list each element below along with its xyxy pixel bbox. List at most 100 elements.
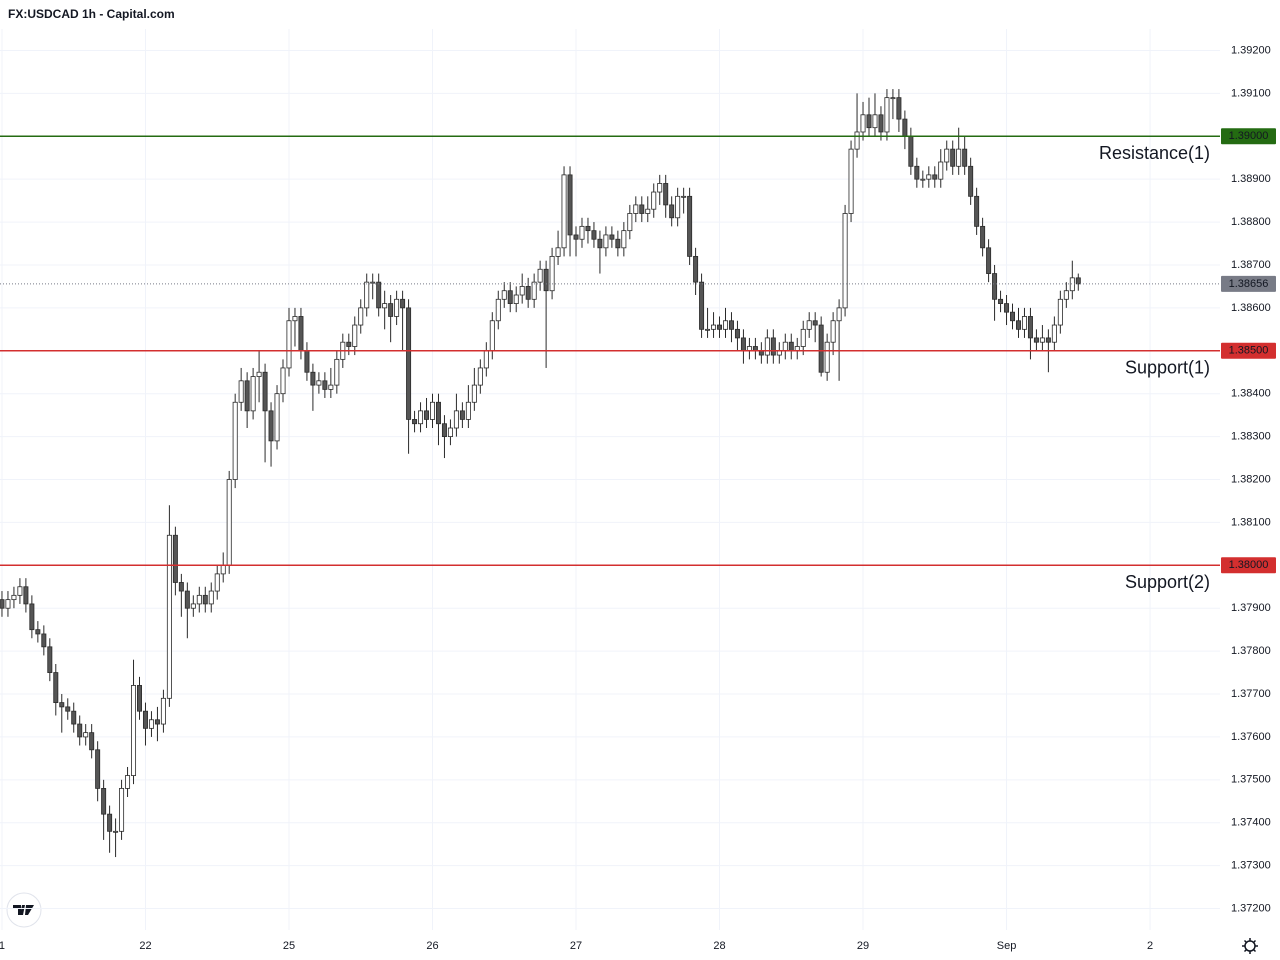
price-tag bbox=[1221, 342, 1276, 359]
candle-body bbox=[1063, 290, 1069, 300]
chart-title: FX:USDCAD 1h - Capital.com bbox=[8, 7, 175, 21]
candle-body bbox=[633, 204, 639, 214]
candle-body bbox=[453, 410, 459, 429]
y-tick-label: 1.37300 bbox=[1231, 860, 1271, 872]
candle-body bbox=[131, 685, 137, 776]
candle-body bbox=[1015, 320, 1021, 330]
level-name: Support(1) bbox=[1125, 358, 1210, 378]
candle-body bbox=[902, 118, 908, 137]
candle-body bbox=[11, 594, 17, 601]
x-tick-label: Sep bbox=[997, 940, 1017, 952]
candle-body bbox=[89, 732, 95, 751]
candle-body bbox=[154, 719, 160, 725]
candle-body bbox=[513, 294, 519, 304]
candle-body bbox=[71, 710, 77, 725]
candle-body bbox=[621, 230, 627, 249]
candle-body bbox=[830, 320, 836, 343]
candle-body bbox=[1004, 303, 1010, 313]
y-tick-label: 1.38100 bbox=[1231, 516, 1271, 528]
candle-body bbox=[1021, 316, 1027, 330]
x-tick-label: 22 bbox=[139, 940, 151, 952]
candle-body bbox=[854, 131, 860, 150]
candle-body bbox=[788, 341, 794, 352]
candle-body bbox=[262, 371, 268, 412]
candle-body bbox=[53, 672, 59, 704]
candle-body bbox=[394, 298, 400, 317]
price-tag-label: 1.38500 bbox=[1229, 345, 1269, 357]
candle-body bbox=[615, 238, 621, 249]
candle-body bbox=[489, 320, 495, 352]
candle-body bbox=[184, 590, 190, 609]
candle-body bbox=[435, 401, 441, 425]
candle-body bbox=[280, 367, 286, 395]
candle-body bbox=[172, 534, 178, 583]
candle-body bbox=[723, 320, 728, 330]
candle-body bbox=[119, 788, 125, 832]
candle-body bbox=[382, 303, 388, 309]
candles bbox=[0, 89, 1081, 858]
candle-body bbox=[232, 401, 238, 480]
y-tick-label: 1.38600 bbox=[1231, 302, 1271, 314]
candle-body bbox=[59, 702, 65, 708]
candle-body bbox=[1045, 337, 1051, 343]
x-tick-label: 28 bbox=[713, 940, 725, 952]
candle-body bbox=[519, 286, 525, 296]
candle-body bbox=[507, 290, 513, 304]
candle-body bbox=[591, 230, 597, 240]
candle-body bbox=[137, 685, 142, 712]
candle-body bbox=[938, 161, 944, 180]
candle-body bbox=[693, 255, 699, 283]
candle-body bbox=[543, 268, 549, 292]
candle-body bbox=[800, 328, 806, 347]
y-tick-label: 1.37500 bbox=[1231, 774, 1271, 786]
candle-body bbox=[190, 603, 196, 609]
candle-body bbox=[1039, 337, 1045, 343]
level-name: Support(2) bbox=[1125, 572, 1210, 592]
candle-body bbox=[908, 135, 914, 167]
candle-body bbox=[83, 732, 89, 738]
candle-body bbox=[645, 208, 651, 214]
candle-body bbox=[962, 148, 968, 167]
candle-body bbox=[268, 410, 274, 442]
x-tick-label: 26 bbox=[426, 940, 438, 952]
candle-body bbox=[944, 148, 950, 163]
candle-body bbox=[657, 183, 663, 193]
candle-body bbox=[29, 603, 35, 631]
candle-body bbox=[286, 320, 292, 369]
candle-body bbox=[196, 594, 202, 605]
y-tick-label: 1.37400 bbox=[1231, 817, 1271, 829]
x-tick-label: 29 bbox=[857, 940, 869, 952]
candle-body bbox=[896, 97, 902, 120]
candle-body bbox=[549, 255, 555, 292]
candle-body bbox=[483, 350, 489, 369]
candle-body bbox=[65, 706, 71, 712]
candle-body bbox=[208, 590, 214, 605]
candle-body bbox=[627, 213, 633, 232]
candle-body bbox=[764, 337, 770, 356]
candle-body bbox=[101, 788, 107, 815]
y-tick-label: 1.38700 bbox=[1231, 259, 1271, 271]
y-tick-label: 1.37900 bbox=[1231, 602, 1271, 614]
candle-body bbox=[734, 328, 740, 339]
tv-logo bbox=[6, 892, 42, 928]
candle-body bbox=[125, 775, 131, 789]
candle-body bbox=[412, 419, 418, 425]
y-tick-label: 1.39200 bbox=[1231, 44, 1271, 56]
candle-body bbox=[663, 183, 669, 206]
candle-body bbox=[400, 298, 406, 309]
x-tick-label: 2 bbox=[1147, 940, 1153, 952]
settings-icon[interactable] bbox=[1242, 938, 1258, 954]
candle-body bbox=[148, 719, 154, 729]
price-tag bbox=[1221, 275, 1276, 292]
candle-body bbox=[5, 599, 11, 609]
candle-body bbox=[1057, 298, 1063, 326]
candle-body bbox=[561, 174, 567, 249]
candle-body bbox=[1010, 311, 1016, 322]
candle-body bbox=[495, 298, 501, 322]
candle-body bbox=[950, 148, 956, 167]
candle-body bbox=[370, 281, 376, 284]
candle-body bbox=[35, 629, 41, 635]
candle-body bbox=[711, 324, 717, 330]
candle-body bbox=[1075, 277, 1081, 285]
